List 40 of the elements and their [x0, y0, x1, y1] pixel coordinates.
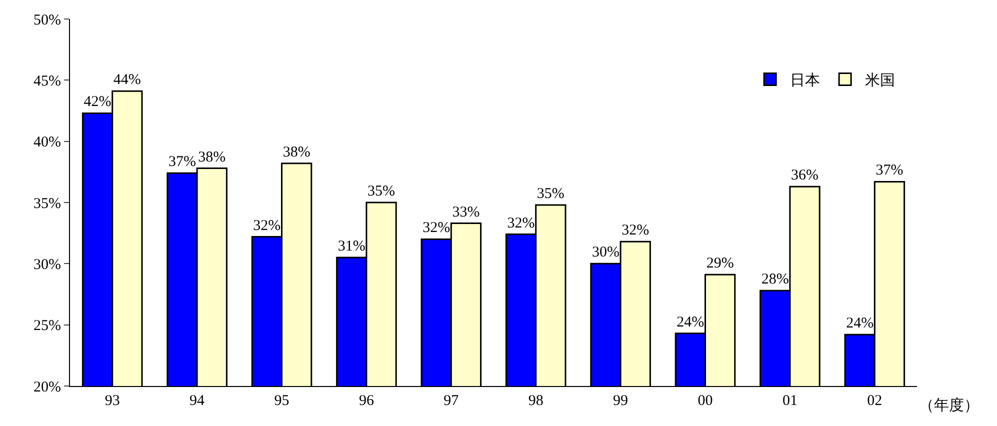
data-label: 37% — [876, 162, 904, 179]
x-tick-label: 94 — [190, 393, 206, 409]
data-label: 35% — [368, 184, 396, 200]
data-label: 36% — [791, 168, 819, 184]
legend-label: 日本 — [790, 71, 820, 90]
data-label: 30% — [592, 244, 620, 261]
y-tick-label: 40% — [34, 134, 61, 151]
x-tick-label: 96 — [358, 393, 374, 409]
x-tick-label: 97 — [444, 393, 460, 409]
x-tick-label: 01 — [782, 393, 798, 409]
x-tick-label: 95 — [274, 393, 290, 409]
data-label: 24% — [676, 314, 704, 330]
data-label: 32% — [253, 218, 281, 234]
x-tick-label: 00 — [698, 393, 713, 409]
data-label: 44% — [113, 72, 141, 88]
data-label: 42% — [84, 94, 112, 110]
y-tick-label: 20% — [34, 379, 61, 396]
data-label: 37% — [168, 154, 196, 170]
data-label: 29% — [706, 256, 734, 272]
data-label: 35% — [536, 186, 564, 202]
x-tick-label: 02 — [867, 393, 882, 409]
y-tick-label: 35% — [34, 196, 61, 212]
y-tick-label: 30% — [34, 256, 61, 273]
x-tick-label: 93 — [104, 393, 120, 409]
data-label: 32% — [622, 222, 650, 239]
legend-label: 米国 — [865, 71, 896, 90]
x-tick-label: 99 — [613, 393, 628, 409]
y-tick-label: 45% — [34, 73, 61, 90]
y-tick-label: 50% — [34, 12, 61, 28]
x-tick-label: 98 — [528, 393, 544, 409]
data-label: 28% — [761, 272, 789, 288]
data-label: 24% — [846, 316, 874, 332]
data-label: 32% — [422, 220, 450, 236]
data-label: 38% — [198, 149, 226, 166]
data-label: 38% — [282, 144, 310, 160]
data-label: 31% — [338, 238, 366, 255]
data-label: 32% — [507, 215, 535, 232]
y-tick-label: 25% — [34, 318, 61, 334]
data-label: 33% — [452, 204, 480, 220]
x-axis-title: （年度） — [919, 396, 979, 414]
